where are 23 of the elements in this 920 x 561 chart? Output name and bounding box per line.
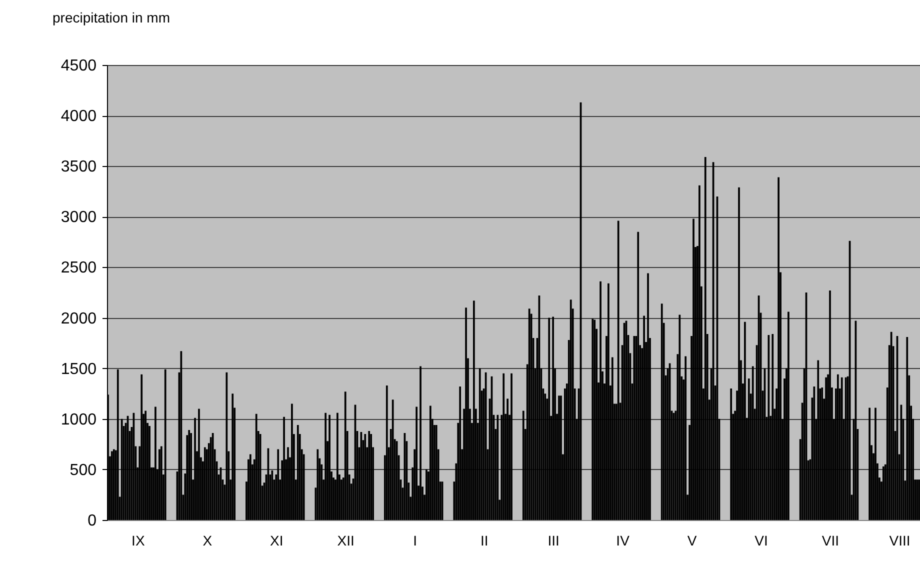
x-tick-label: VII [822,532,840,548]
y-tick-label: 500 [70,462,97,479]
y-tick-label: 3000 [60,209,97,226]
y-tick-label: 3500 [60,158,97,176]
x-tick-label: VI [754,532,768,548]
x-tick-label: I [413,532,418,548]
y-tick-label: 0 [88,512,97,530]
y-tick-label: 4500 [60,58,97,74]
x-tick-label: V [687,532,698,548]
x-tick-label: IX [132,532,146,548]
x-tick-label: VIII [889,532,910,548]
x-tick-label: XI [270,532,284,548]
y-tick-label: 2500 [60,260,97,277]
x-tick-label: X [202,532,213,548]
y-tick-label: 2000 [60,310,97,328]
y-tick-label: 1000 [60,411,97,428]
y-tick-label: 4000 [60,108,97,126]
x-tick-label: XII [337,532,354,548]
y-tick-label: 1500 [60,360,97,378]
y-axis-title: precipitation in mm [52,10,170,26]
x-tick-label: IV [616,532,630,548]
x-tick-label: III [548,532,560,548]
x-tick-label: II [480,532,488,548]
